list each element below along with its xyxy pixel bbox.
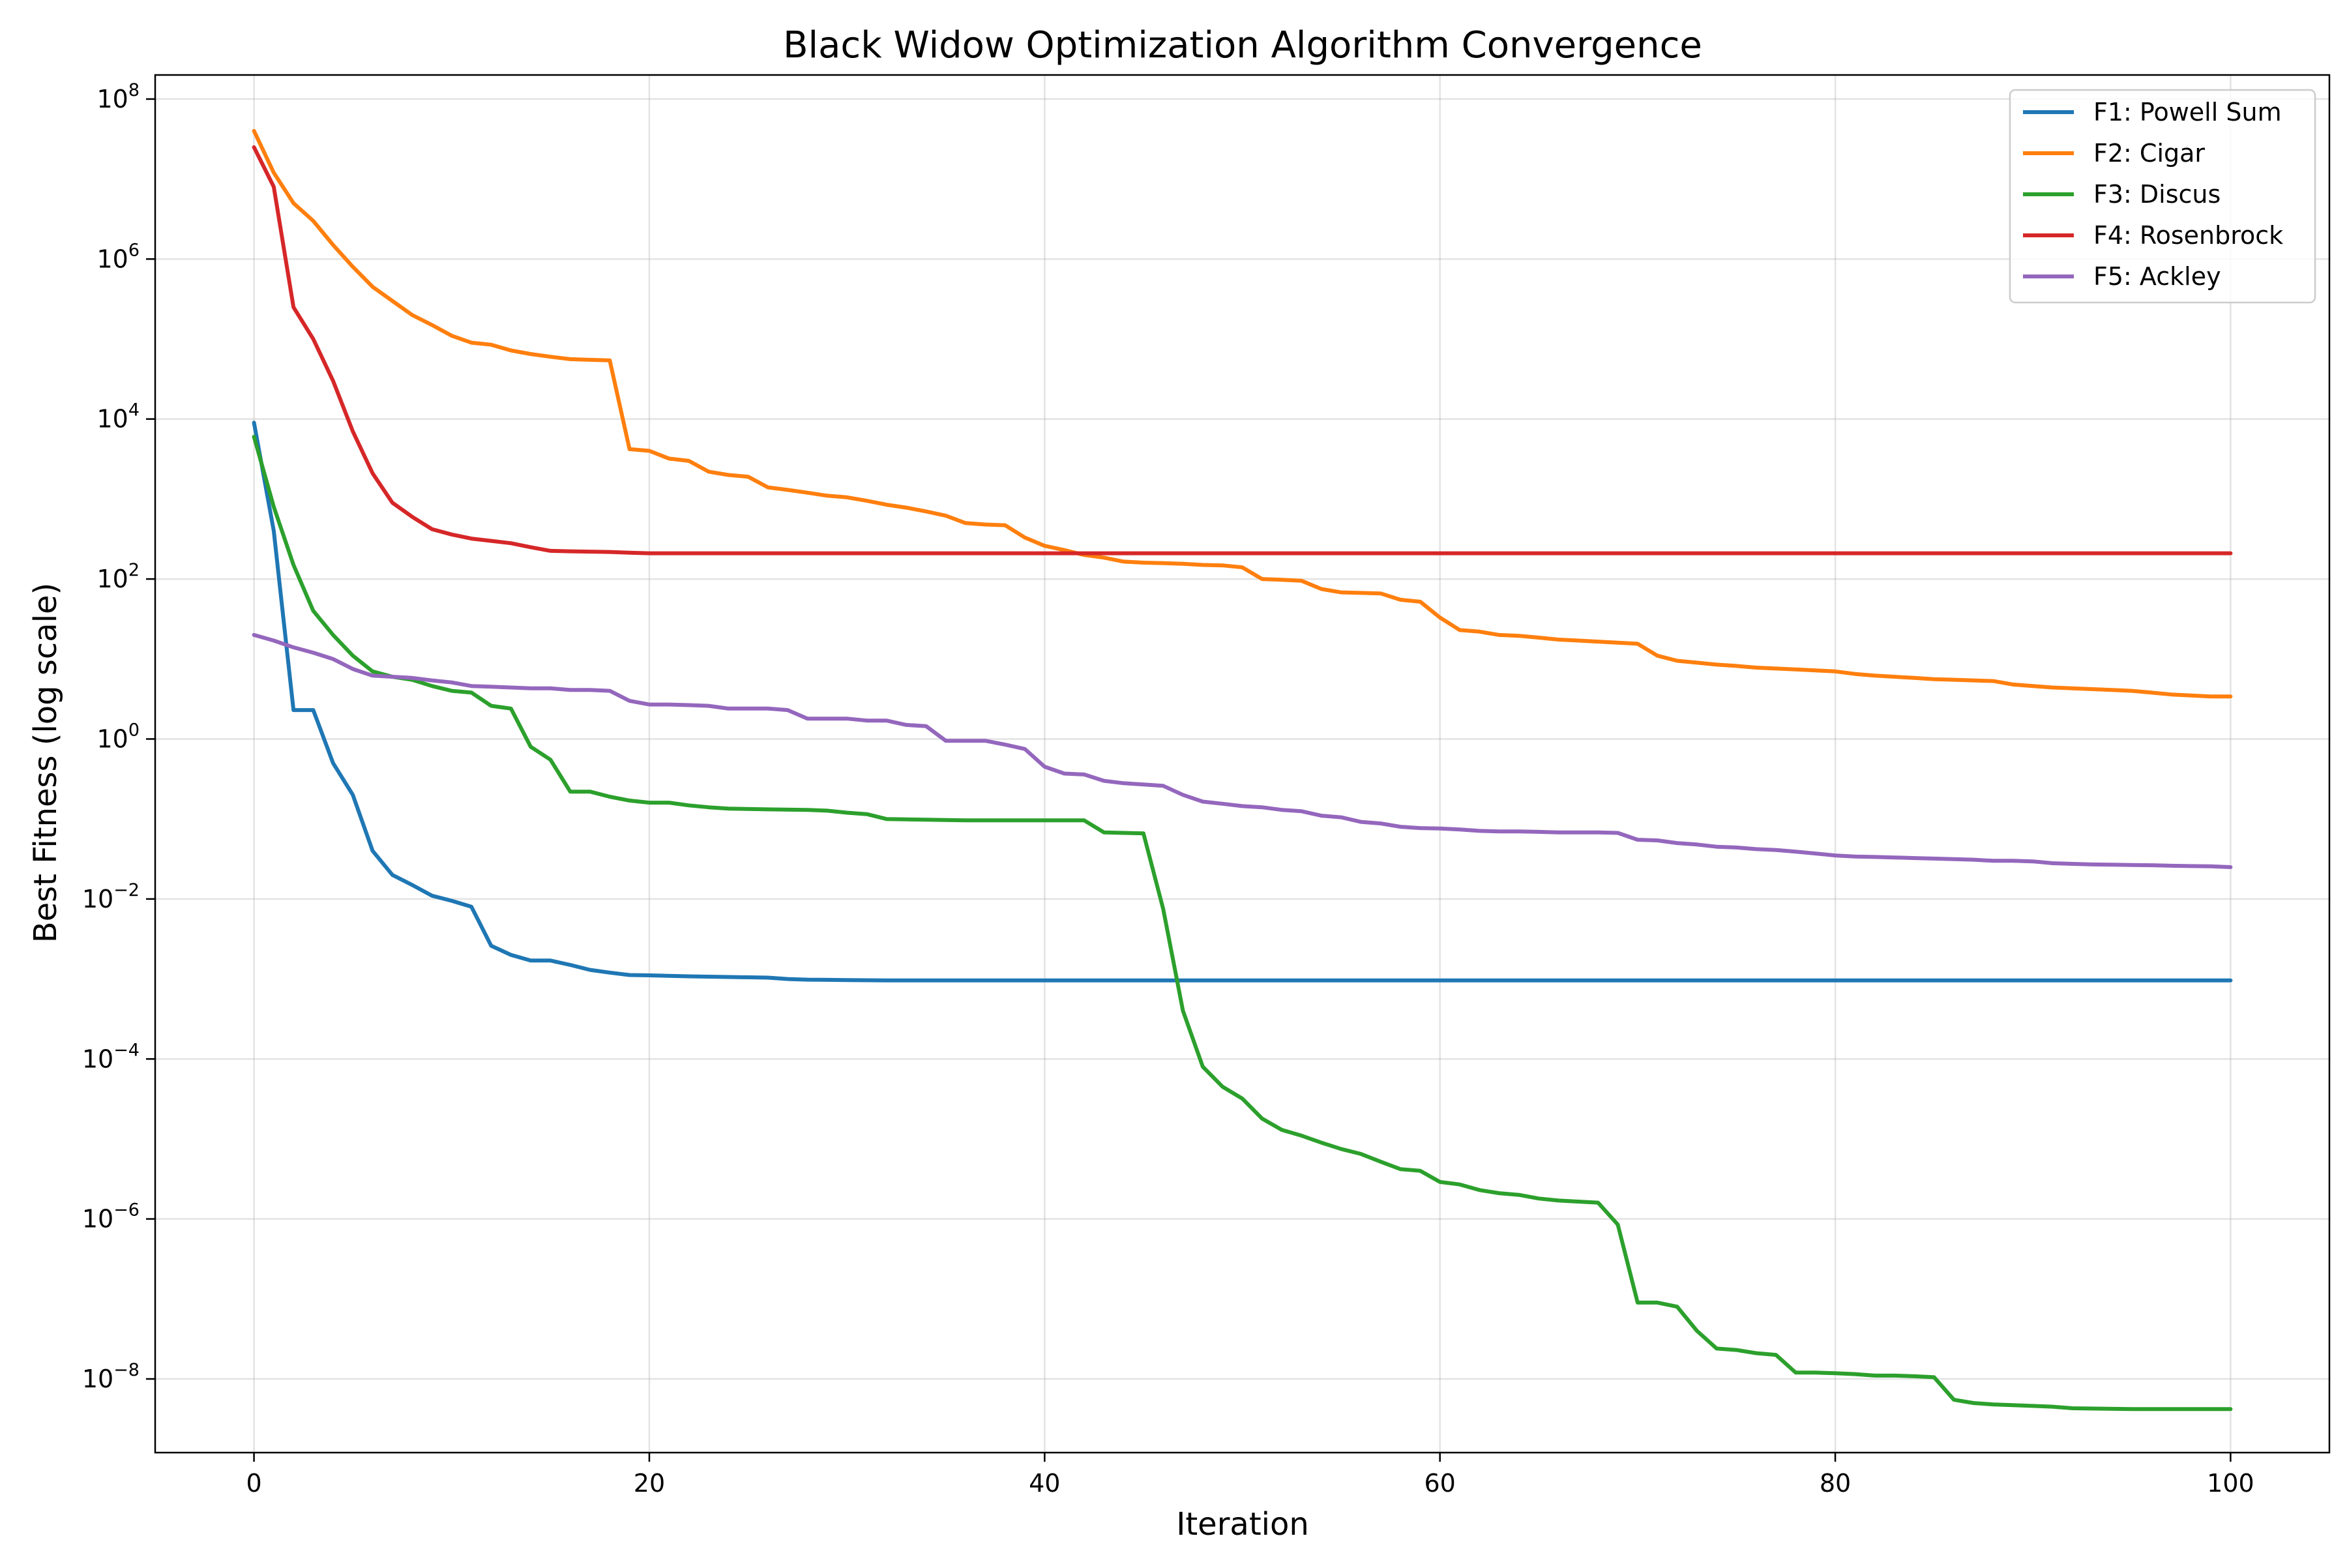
y-tick-label: 10−2 — [82, 880, 140, 913]
y-tick-base: 10 — [96, 724, 128, 753]
legend: F1: Powell Sum F2: Cigar F3: Discus F4: Ros… — [2009, 89, 2316, 304]
legend-box — [2009, 89, 2316, 304]
y-tick-exponent: 6 — [128, 240, 140, 260]
y-tick-exponent: −2 — [113, 880, 140, 900]
x-tick-label: 40 — [1029, 1469, 1060, 1498]
y-tick-label: 104 — [96, 400, 140, 434]
y-tick-label: 10−6 — [82, 1200, 140, 1234]
y-tick-label: 10−4 — [82, 1040, 140, 1073]
legend-label: F3: Discus — [2093, 180, 2221, 209]
y-tick-base: 10 — [96, 565, 128, 593]
series-line-5 — [252, 632, 2233, 869]
y-tick-label: 108 — [96, 80, 140, 113]
legend-label: F2: Cigar — [2093, 139, 2205, 168]
y-tick-base: 10 — [96, 244, 128, 273]
y-tick-exponent: −4 — [113, 1040, 140, 1060]
y-tick-exponent: 8 — [128, 80, 140, 100]
y-tick-base: 10 — [96, 405, 128, 434]
series-line-3 — [252, 434, 2233, 1412]
data-series — [252, 128, 2233, 1412]
x-tick-label: 0 — [246, 1469, 261, 1498]
series-line-2 — [252, 128, 2233, 699]
axes-frame — [154, 74, 2331, 1454]
x-tick-label: 20 — [634, 1469, 665, 1498]
y-tick-base: 10 — [96, 85, 128, 113]
y-axis-label: Best Fitness (log scale) — [27, 583, 64, 943]
grid-lines — [155, 75, 2329, 1453]
y-tick-label: 106 — [96, 240, 140, 273]
y-tick-label: 100 — [96, 720, 140, 753]
y-tick-base: 10 — [82, 885, 113, 913]
y-tick-label: 10−8 — [82, 1360, 140, 1393]
legend-label: F4: Rosenbrock — [2093, 221, 2283, 250]
x-axis-ticks: 0 20 40 60 80 100 — [246, 1453, 2254, 1498]
y-tick-exponent: 2 — [128, 560, 140, 580]
y-tick-exponent: 4 — [128, 400, 140, 421]
y-tick-base: 10 — [82, 1365, 113, 1393]
y-tick-exponent: 0 — [128, 720, 140, 740]
series-line-1 — [252, 421, 2233, 983]
y-tick-exponent: −6 — [113, 1200, 140, 1220]
legend-label: F5: Ackley — [2093, 262, 2221, 291]
x-tick-label: 80 — [1820, 1469, 1851, 1498]
x-tick-label: 100 — [2207, 1469, 2254, 1498]
legend-label: F1: Powell Sum — [2093, 98, 2282, 126]
chart-title: Black Widow Optimization Algorithm Conve… — [783, 24, 1702, 67]
y-tick-base: 10 — [82, 1205, 113, 1234]
y-tick-base: 10 — [82, 1044, 113, 1073]
series-line-4 — [252, 145, 2233, 555]
x-tick-label: 60 — [1424, 1469, 1456, 1498]
y-tick-exponent: −8 — [113, 1360, 140, 1380]
y-tick-label: 102 — [96, 560, 140, 593]
x-axis-label: Iteration — [1176, 1506, 1309, 1543]
